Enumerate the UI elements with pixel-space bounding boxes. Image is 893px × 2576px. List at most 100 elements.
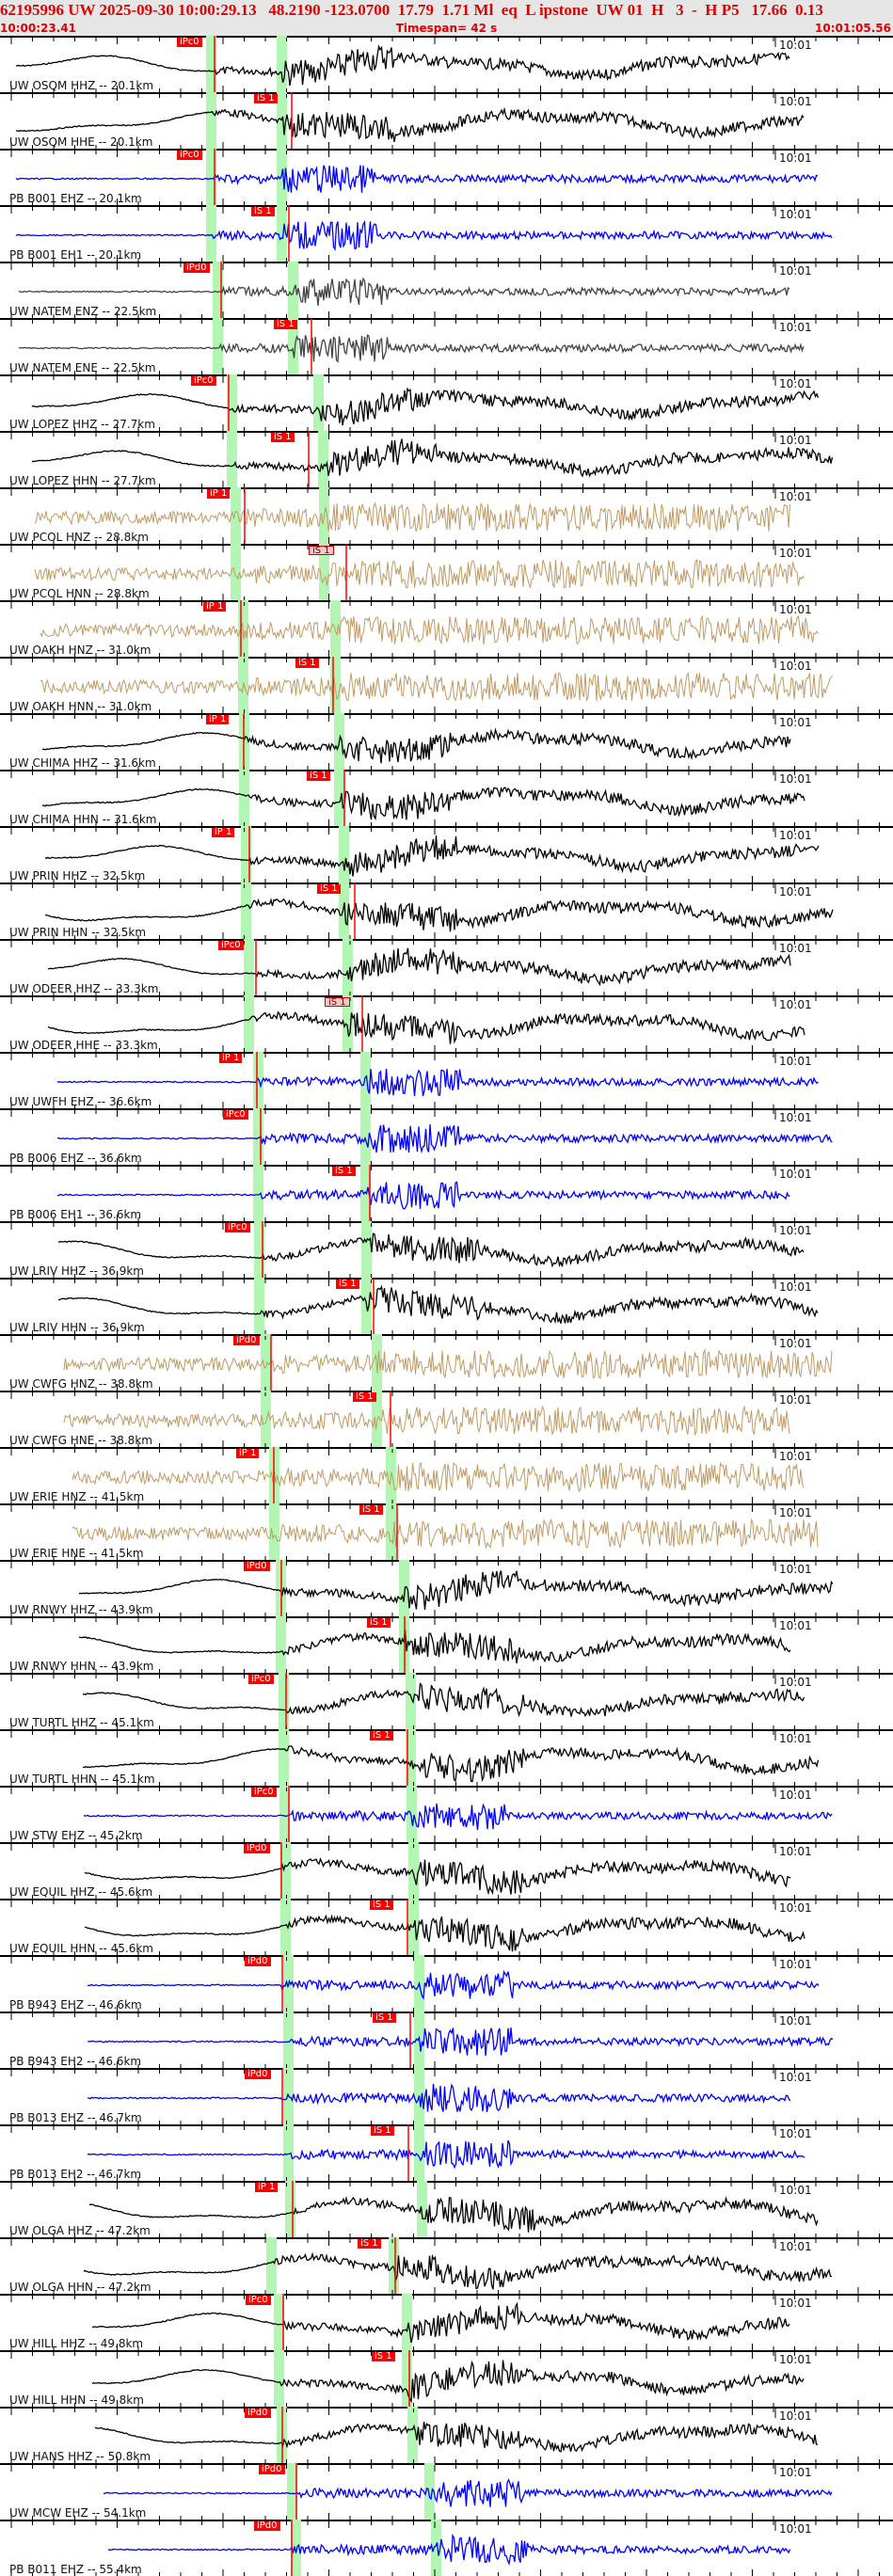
trace-row[interactable]: iPd0 10:01 UW NATEM ENZ -- 22.5km: [0, 262, 893, 318]
trace-row[interactable]: iS 1 10:01 UW ODEER HHE -- 33.3km: [0, 995, 893, 1052]
trace-row[interactable]: iP 1 10:01 UW OAKH HNZ -- 31.0km: [0, 600, 893, 657]
trace-row[interactable]: iP 1 10:01 UW PCOL HNZ -- 28.8km: [0, 487, 893, 544]
trace-row[interactable]: iS 1 10:01 UW HILL HHN -- 49.8km: [0, 2350, 893, 2407]
pick-flag[interactable]: iS 1: [371, 2126, 394, 2136]
pick-flag[interactable]: iS 1: [332, 1167, 356, 1176]
pick-flag[interactable]: iS 1: [359, 1505, 383, 1515]
pick-flag[interactable]: iPc0: [177, 151, 202, 160]
pick-flag[interactable]: iP 1: [219, 1054, 243, 1063]
trace-row[interactable]: iP 1 10:01 UW UWFH EHZ -- 36.6km: [0, 1052, 893, 1108]
pick-flag[interactable]: iS 1: [367, 1618, 391, 1628]
trace-row[interactable]: iS 1 10:01 UW OAKH HNN -- 31.0km: [0, 657, 893, 713]
pick-flag[interactable]: iPd0: [183, 263, 210, 273]
pick-flag[interactable]: iP 1: [207, 489, 231, 499]
pick-window: [339, 826, 349, 883]
pick-flag[interactable]: iPc0: [246, 2296, 271, 2305]
trace-row[interactable]: iS 1 10:01 UW OSQM HHE -- 20.1km: [0, 92, 893, 149]
trace-row[interactable]: iPd0 10:01 UW MCW EHZ -- 54.1km: [0, 2463, 893, 2520]
pick-flag[interactable]: iS 1: [358, 2239, 381, 2249]
waveform-trace: [15, 219, 833, 251]
pick-flag[interactable]: iPc0: [223, 1110, 248, 1120]
trace-row[interactable]: iPc0 10:01 UW TURTL HHZ -- 45.1km: [0, 1673, 893, 1729]
pick-flag[interactable]: iP 1: [236, 1449, 260, 1458]
pick-flag[interactable]: iS 1: [353, 1392, 376, 1402]
trace-row[interactable]: iPd0 10:01 PB B011 EHZ -- 55.4km: [0, 2520, 893, 2576]
trace-row[interactable]: iS 1 10:01 UW EQUIL HHN -- 45.6km: [0, 1899, 893, 1955]
pick-flag[interactable]: iPc0: [218, 941, 244, 950]
trace-row[interactable]: iPc0 10:01 UW HILL HHZ -- 49.8km: [0, 2294, 893, 2350]
pick-flag[interactable]: iPd0: [244, 1844, 270, 1853]
pick-flag[interactable]: iS 1: [325, 997, 350, 1008]
pick-flag[interactable]: iS 1: [274, 320, 297, 329]
pick-flag[interactable]: iS 1: [307, 771, 330, 781]
trace-row[interactable]: iPc0 10:01 UW ODEER HHZ -- 33.3km: [0, 939, 893, 995]
trace-row[interactable]: iPd0 10:01 PB B943 EHZ -- 46.6km: [0, 1955, 893, 2012]
waveform-plot: [10, 2294, 880, 2350]
trace-row[interactable]: iS 1 10:01 UW OLGA HHN -- 47.2km: [0, 2237, 893, 2294]
pick-flag[interactable]: iPd0: [259, 2465, 285, 2474]
pick-flag[interactable]: iS 1: [370, 1731, 393, 1741]
trace-row[interactable]: iP 1 10:01 UW ERIE HNZ -- 41.5km: [0, 1447, 893, 1503]
pick-flag[interactable]: iPc0: [251, 1788, 277, 1797]
trace-row[interactable]: iP 1 10:01 UW PRIN HHZ -- 32.5km: [0, 826, 893, 883]
pick-flag[interactable]: iPc0: [225, 1223, 250, 1232]
trace-row[interactable]: iS 1 10:01 UW CWFG HNE -- 38.8km: [0, 1391, 893, 1447]
trace-row[interactable]: iS 1 10:01 UW TURTL HHN -- 45.1km: [0, 1729, 893, 1786]
pick-flag[interactable]: iP 1: [255, 2183, 279, 2192]
time-label: 10:01: [779, 1393, 812, 1407]
trace-row[interactable]: iPd0 10:01 UW EQUIL HHZ -- 45.6km: [0, 1842, 893, 1899]
seismogram-panel: iPc0 10:01 UW OSQM HHZ -- 20.1km iS 1 10:01 U…: [0, 36, 893, 2576]
trace-row[interactable]: iS 1 10:01 PB B943 EH2 -- 46.6km: [0, 2012, 893, 2068]
pick-flag[interactable]: iPc0: [191, 376, 216, 386]
trace-row[interactable]: iS 1 10:01 UW LOPEZ HHN -- 27.7km: [0, 431, 893, 487]
pick-flag[interactable]: iPd0: [254, 2521, 280, 2531]
trace-row[interactable]: iS 1 10:01 PB B013 EH2 -- 46.7km: [0, 2124, 893, 2181]
pick-flag[interactable]: iS 1: [370, 1900, 393, 1910]
pick-flag[interactable]: iPc0: [177, 38, 202, 47]
trace-row[interactable]: iPd0 10:01 UW HANS HHZ -- 50.8km: [0, 2407, 893, 2463]
pick-flag[interactable]: iS 1: [271, 433, 295, 442]
trace-row[interactable]: iPc0 10:01 UW STW EHZ -- 45.2km: [0, 1786, 893, 1842]
waveform-trace: [40, 672, 833, 702]
pick-flag[interactable]: iPd0: [245, 2409, 271, 2418]
pick-flag[interactable]: iS 1: [309, 546, 334, 556]
trace-row[interactable]: iS 1 10:01 UW NATEM ENE -- 22.5km: [0, 318, 893, 374]
waveform-plot: [10, 2012, 880, 2068]
pick-flag[interactable]: iS 1: [254, 94, 278, 103]
trace-row[interactable]: iS 1 10:01 PB B001 EH1 -- 20.1km: [0, 205, 893, 262]
pick-flag[interactable]: iP 1: [212, 828, 235, 837]
pick-flag[interactable]: iPd0: [244, 1562, 270, 1571]
trace-row[interactable]: iP 1 10:01 UW OLGA HHZ -- 47.2km: [0, 2181, 893, 2237]
pick-flag[interactable]: iP 1: [203, 602, 227, 612]
trace-row[interactable]: iS 1 10:01 PB B006 EH1 -- 36.6km: [0, 1165, 893, 1221]
trace-row[interactable]: iPd0 10:01 PB B013 EHZ -- 46.7km: [0, 2068, 893, 2124]
pick-flag[interactable]: iS 1: [295, 659, 319, 668]
pick-flag[interactable]: iPd0: [245, 2070, 271, 2079]
pick-flag[interactable]: iPd0: [245, 1957, 271, 1966]
pick-flag[interactable]: iS 1: [251, 207, 275, 216]
trace-row[interactable]: iS 1 10:01 UW PCOL HNN -- 28.8km: [0, 544, 893, 600]
pick-flag[interactable]: iP 1: [206, 715, 230, 724]
pick-flag[interactable]: iPd0: [233, 1336, 260, 1345]
pick-flag[interactable]: iS 1: [317, 884, 341, 894]
pick-flag[interactable]: iPc0: [248, 1675, 274, 1684]
channel-label: PB B943 EH2 -- 46.6km: [9, 2055, 142, 2068]
time-label: 10:01: [779, 1676, 812, 1689]
trace-row[interactable]: iPd0 10:01 UW CWFG HNZ -- 38.8km: [0, 1334, 893, 1391]
trace-row[interactable]: iPc0 10:01 PB B006 EHZ -- 36.6km: [0, 1108, 893, 1165]
trace-row[interactable]: iPc0 10:01 PB B001 EHZ -- 20.1km: [0, 149, 893, 205]
trace-row[interactable]: iP 1 10:01 UW CHIMA HHZ -- 31.6km: [0, 713, 893, 770]
trace-row[interactable]: iS 1 10:01 UW RNWY HHN -- 43.9km: [0, 1616, 893, 1673]
trace-row[interactable]: iS 1 10:01 UW PRIN HHN -- 32.5km: [0, 883, 893, 939]
trace-row[interactable]: iPd0 10:01 UW RNWY HHZ -- 43.9km: [0, 1560, 893, 1616]
pick-flag[interactable]: iS 1: [372, 2352, 395, 2361]
trace-row[interactable]: iPc0 10:01 UW LOPEZ HHZ -- 27.7km: [0, 374, 893, 431]
pick-flag[interactable]: iS 1: [336, 1280, 359, 1289]
trace-row[interactable]: iPc0 10:01 UW LRIV HHZ -- 36.9km: [0, 1221, 893, 1278]
trace-row[interactable]: iS 1 10:01 UW LRIV HHN -- 36.9km: [0, 1278, 893, 1334]
trace-row[interactable]: iPc0 10:01 UW OSQM HHZ -- 20.1km: [0, 36, 893, 92]
waveform-trace: [91, 2301, 790, 2344]
pick-flag[interactable]: iS 1: [373, 2013, 396, 2023]
trace-row[interactable]: iS 1 10:01 UW ERIE HNE -- 41.5km: [0, 1503, 893, 1560]
trace-row[interactable]: iS 1 10:01 UW CHIMA HHN -- 31.6km: [0, 770, 893, 826]
